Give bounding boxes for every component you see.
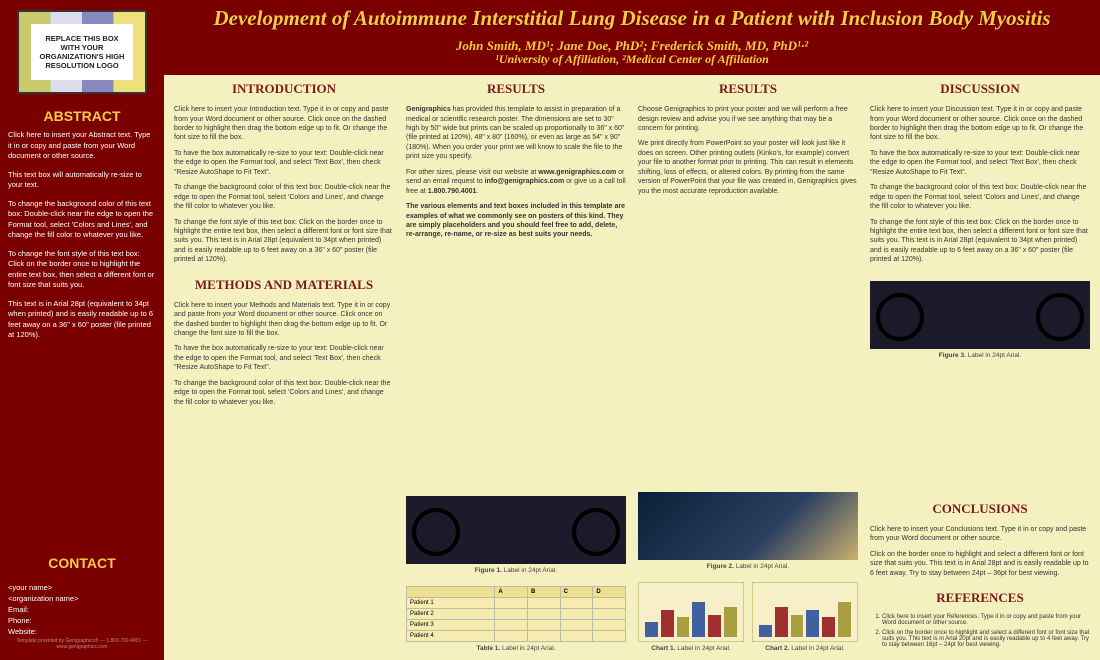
- methods-text: Click here to insert your Methods and Ma…: [174, 301, 394, 413]
- fineprint: Template provided by Genigraphics® — 1.8…: [8, 638, 156, 650]
- stethoscope-image-2: [870, 281, 1090, 349]
- results1-heading: RESULTS: [406, 81, 626, 97]
- main-poster: Development of Autoimmune Interstitial L…: [164, 0, 1100, 660]
- figure-2: Figure 2. Label in 24pt Arial.: [638, 492, 858, 570]
- logo-text: REPLACE THIS BOX WITH YOUR ORGANIZATION'…: [31, 24, 133, 80]
- intro-heading: INTRODUCTION: [174, 81, 394, 97]
- contact-name: <your name>: [8, 583, 156, 592]
- results2-text: Choose Genigraphics to print your poster…: [638, 105, 858, 202]
- column-1: INTRODUCTION Click here to insert your I…: [174, 81, 394, 652]
- conclusions-heading: CONCLUSIONS: [870, 501, 1090, 517]
- discussion-text: Click here to insert your Discussion tex…: [870, 105, 1090, 271]
- intro-text: Click here to insert your Introduction t…: [174, 105, 394, 271]
- chart-2-bars: [752, 582, 858, 642]
- contact-website: Website:: [8, 627, 156, 636]
- figure-1-caption: Figure 1. Label in 24pt Arial.: [406, 567, 626, 574]
- figure-1: Figure 1. Label in 24pt Arial.: [406, 496, 626, 574]
- chart-1: Chart 1. Label in 24pt Arial.: [638, 582, 744, 652]
- stethoscope-image-1: [406, 496, 626, 564]
- sidebar: REPLACE THIS BOX WITH YOUR ORGANIZATION'…: [0, 0, 164, 660]
- results1-text: Genigraphics has provided this template …: [406, 105, 626, 246]
- abstract-heading: ABSTRACT: [8, 108, 156, 124]
- contact-org: <organization name>: [8, 594, 156, 603]
- logo-placeholder: REPLACE THIS BOX WITH YOUR ORGANIZATION'…: [17, 10, 147, 94]
- column-3: RESULTS Choose Genigraphics to print you…: [638, 81, 858, 652]
- poster-title: Development of Autoimmune Interstitial L…: [164, 0, 1100, 38]
- discussion-heading: DISCUSSION: [870, 81, 1090, 97]
- contact-phone: Phone:: [8, 616, 156, 625]
- column-2: RESULTS Genigraphics has provided this t…: [406, 81, 626, 652]
- surgery-image: [638, 492, 858, 560]
- figure-3: Figure 3. Label in 24pt Arial.: [870, 281, 1090, 495]
- contact-block: <your name> <organization name> Email: P…: [8, 583, 156, 638]
- references-heading: REFERENCES: [870, 590, 1090, 606]
- chart-1-bars: [638, 582, 744, 642]
- methods-heading: METHODS AND MATERIALS: [174, 277, 394, 293]
- affiliations: ¹University of Affiliation, ²Medical Cen…: [164, 52, 1100, 75]
- column-4: DISCUSSION Click here to insert your Dis…: [870, 81, 1090, 652]
- chart-2: Chart 2. Label in 24pt Arial.: [752, 582, 858, 652]
- table-1: ABCD Patient 1 Patient 2 Patient 3 Patie…: [406, 586, 626, 652]
- contact-heading: CONTACT: [8, 555, 156, 571]
- results2-heading: RESULTS: [638, 81, 858, 97]
- references-list: Click here to insert your References. Ty…: [870, 614, 1090, 652]
- contact-email: Email:: [8, 605, 156, 614]
- abstract-text: Click here to insert your Abstract text.…: [8, 130, 156, 349]
- conclusions-text: Click here to insert your Conclusions te…: [870, 525, 1090, 584]
